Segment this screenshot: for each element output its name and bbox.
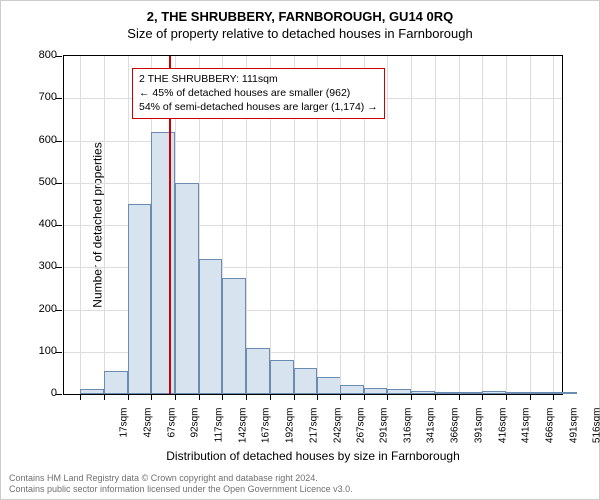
y-tick-label: 400 — [17, 218, 57, 230]
x-tick-label: 217sqm — [308, 408, 319, 454]
plot-wrap: Number of detached properties 17sqm42sqm… — [63, 55, 563, 395]
gridline-v — [104, 56, 105, 394]
histogram-bar — [553, 392, 577, 394]
gridline-v — [387, 56, 388, 394]
x-tick-label: 242sqm — [332, 408, 343, 454]
histogram-bar — [270, 360, 294, 394]
y-tick-label: 500 — [17, 176, 57, 188]
gridline-v — [80, 56, 81, 394]
x-tick-label: 491sqm — [568, 408, 579, 454]
gridline-v — [435, 56, 436, 394]
x-tick-label: 516sqm — [592, 408, 600, 454]
x-tick-label: 341sqm — [426, 408, 437, 454]
histogram-bar — [317, 377, 341, 394]
histogram-bar — [199, 259, 223, 394]
x-tick — [435, 394, 436, 400]
x-tick-label: 67sqm — [166, 408, 177, 454]
footer-attribution: Contains HM Land Registry data © Crown c… — [9, 473, 353, 495]
x-tick — [80, 394, 81, 400]
x-tick-label: 366sqm — [450, 408, 461, 454]
x-tick — [270, 394, 271, 400]
x-tick — [128, 394, 129, 400]
y-tick-label: 600 — [17, 134, 57, 146]
x-tick — [459, 394, 460, 400]
x-tick-label: 167sqm — [261, 408, 272, 454]
histogram-bar — [506, 392, 530, 394]
gridline-v — [553, 56, 554, 394]
x-tick-label: 267sqm — [356, 408, 367, 454]
x-tick — [104, 394, 105, 400]
x-tick — [387, 394, 388, 400]
histogram-bar — [482, 391, 506, 394]
gridline-h — [64, 183, 562, 184]
histogram-bar — [80, 389, 104, 394]
y-tick-label: 800 — [17, 49, 57, 61]
x-tick — [317, 394, 318, 400]
x-tick — [364, 394, 365, 400]
histogram-bar — [530, 392, 554, 394]
x-tick — [222, 394, 223, 400]
chart-container: 2, THE SHRUBBERY, FARNBOROUGH, GU14 0RQ … — [0, 0, 600, 500]
x-tick-label: 42sqm — [142, 408, 153, 454]
x-tick-label: 466sqm — [545, 408, 556, 454]
annotation-box: 2 THE SHRUBBERY: 111sqm ← 45% of detache… — [132, 68, 385, 119]
histogram-bar — [128, 204, 152, 394]
x-tick-label: 391sqm — [473, 408, 484, 454]
x-tick-label: 192sqm — [285, 408, 296, 454]
histogram-bar — [294, 368, 318, 394]
histogram-bar — [387, 389, 411, 394]
x-tick — [199, 394, 200, 400]
x-tick-label: 117sqm — [213, 408, 224, 454]
annotation-line-1: 2 THE SHRUBBERY: 111sqm — [139, 72, 378, 86]
x-tick — [294, 394, 295, 400]
gridline-v — [411, 56, 412, 394]
y-tick-label: 100 — [17, 345, 57, 357]
x-tick-label: 291sqm — [379, 408, 390, 454]
histogram-bar — [104, 371, 128, 394]
x-tick-label: 316sqm — [402, 408, 413, 454]
histogram-bar — [364, 388, 388, 394]
x-tick — [553, 394, 554, 400]
gridline-v — [506, 56, 507, 394]
gridline-h — [64, 141, 562, 142]
histogram-bar — [175, 183, 199, 394]
x-tick — [151, 394, 152, 400]
y-tick-label: 0 — [17, 387, 57, 399]
gridline-v — [530, 56, 531, 394]
y-tick-label: 700 — [17, 91, 57, 103]
x-tick-label: 441sqm — [521, 408, 532, 454]
x-tick — [482, 394, 483, 400]
x-tick-label: 92sqm — [190, 408, 201, 454]
x-tick — [411, 394, 412, 400]
x-tick — [530, 394, 531, 400]
plot-area: 17sqm42sqm67sqm92sqm117sqm142sqm167sqm19… — [63, 55, 563, 395]
footer-line-2: Contains public sector information licen… — [9, 484, 353, 495]
histogram-bar — [435, 392, 459, 394]
histogram-bar — [340, 385, 364, 394]
gridline-v — [482, 56, 483, 394]
x-axis-label: Distribution of detached houses by size … — [63, 449, 563, 463]
page-subtitle: Size of property relative to detached ho… — [1, 26, 599, 41]
histogram-bar — [411, 391, 435, 394]
gridline-v — [459, 56, 460, 394]
x-tick-label: 416sqm — [497, 408, 508, 454]
histogram-bar — [246, 348, 270, 394]
footer-line-1: Contains HM Land Registry data © Crown c… — [9, 473, 353, 484]
x-tick — [246, 394, 247, 400]
histogram-bar — [222, 278, 246, 394]
histogram-bar — [459, 392, 483, 394]
page-title: 2, THE SHRUBBERY, FARNBOROUGH, GU14 0RQ — [1, 9, 599, 24]
x-tick-label: 17sqm — [119, 408, 130, 454]
x-tick-label: 142sqm — [237, 408, 248, 454]
annotation-line-2: ← 45% of detached houses are smaller (96… — [139, 86, 378, 100]
y-tick-label: 200 — [17, 303, 57, 315]
x-tick — [506, 394, 507, 400]
histogram-bar — [151, 132, 175, 394]
y-tick-label: 300 — [17, 260, 57, 272]
x-tick — [175, 394, 176, 400]
annotation-line-3: 54% of semi-detached houses are larger (… — [139, 100, 378, 114]
x-tick — [340, 394, 341, 400]
